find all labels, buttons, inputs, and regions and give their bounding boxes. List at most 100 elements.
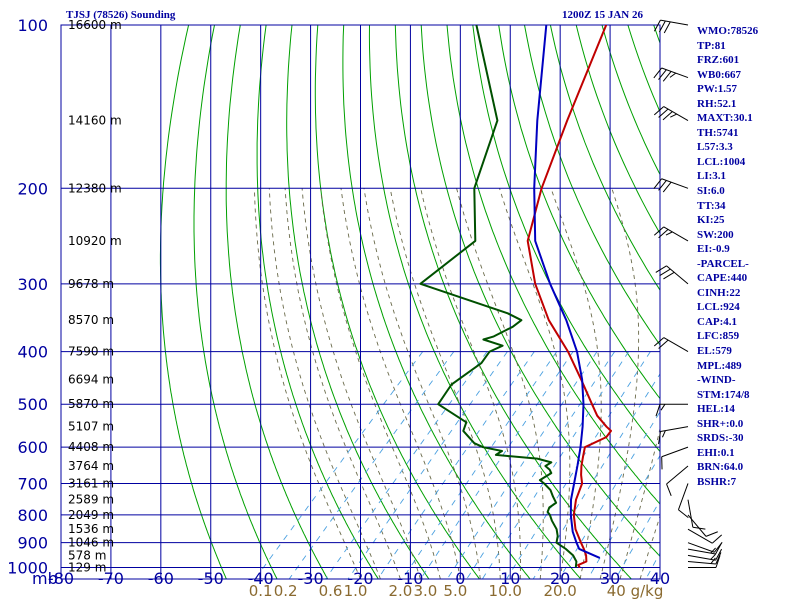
wind-barb: [688, 555, 721, 569]
dry-adiabat-line: [498, 25, 660, 400]
moist-adiabat-line: [499, 188, 571, 579]
wind-barb-flag: [658, 339, 669, 349]
temperature-tick-label: 30: [600, 569, 620, 588]
height-label: 14160 m: [68, 114, 122, 128]
pressure-tick-label: 300: [17, 275, 48, 294]
index-line: KI:25: [697, 214, 725, 227]
wind-barb: [653, 106, 689, 121]
moist-adiabat-line: [389, 188, 501, 579]
wind-barb-flag: [658, 229, 669, 239]
mixing-ratio-label: 3.0: [413, 582, 437, 600]
moist-adiabat-line: [639, 514, 660, 579]
wind-barb: [687, 528, 723, 544]
mixing-ratio-line: [482, 351, 630, 579]
index-line: PW:1.57: [697, 83, 738, 96]
wind-barb-flag: [662, 71, 672, 82]
height-label: 3764 m: [68, 459, 114, 473]
mixing-ratio-line: [615, 499, 660, 579]
height-label: 2049 m: [68, 508, 114, 522]
wind-barb-flag: [710, 547, 716, 554]
wind-barb: [653, 178, 689, 193]
pressure-unit-label: mb: [32, 569, 58, 588]
wind-barb-staff: [687, 499, 694, 528]
mixing-ratio-label: 0.6: [319, 582, 343, 600]
moist-adiabat-line: [550, 188, 602, 579]
sounding-indices-panel: WMO:78526 TP:81 FRZ:601 WB0:667 PW:1.57 RH:52…: [697, 24, 758, 490]
mixing-ratio-label: 1.0: [344, 582, 368, 600]
wind-barb-flag: [710, 553, 716, 560]
temperature-tick-label: -10: [397, 569, 423, 588]
temperature-tick-label: -40: [248, 569, 274, 588]
wind-barb-flag: [653, 178, 663, 189]
index-line: LFC:859: [697, 330, 740, 343]
wind-barb: [653, 19, 689, 34]
dry-adiabat-line: [314, 25, 480, 579]
wind-barb-flag: [710, 557, 716, 564]
index-line: SHR+:0.0: [697, 417, 744, 430]
wind-barb-flag: [705, 531, 718, 537]
wind-barb: [687, 548, 723, 561]
wind-barb: [653, 337, 689, 353]
wind-barb-flag: [669, 72, 677, 78]
index-line: LI:3.1: [697, 170, 727, 183]
mixing-ratio-label: 40 g/kg: [607, 582, 664, 600]
wind-barb: [687, 552, 722, 565]
height-label: 8570 m: [68, 313, 114, 327]
index-line: EI:-0.9: [697, 243, 730, 256]
wind-barb-flag: [658, 69, 667, 80]
wind-barb-flag: [653, 19, 661, 32]
mixing-ratio-lines: [254, 351, 660, 579]
index-line: TT:34: [697, 199, 726, 212]
height-label: 10920 m: [68, 234, 122, 248]
wind-barb-flag: [660, 403, 666, 411]
dry-adiabat-line: [225, 25, 329, 579]
mixing-ratio-labels: 0.1 0.2 0.6 1.0 2.0 3.0 5.0 10.0 20.0 40 g/kg: [249, 582, 664, 600]
height-label: 16600 m: [68, 18, 122, 32]
wind-barb-flag: [663, 21, 671, 34]
pressure-tick-label: 500: [17, 395, 48, 414]
wind-barb-flag: [713, 542, 723, 553]
moist-adiabat-line: [268, 188, 381, 579]
index-line: -WIND-: [697, 374, 736, 387]
pressure-tick-label: 400: [17, 343, 48, 362]
wind-barb-flag: [662, 181, 672, 193]
pressure-tick-label: 700: [17, 474, 48, 493]
height-labels: 16600 m 14160 m 12380 m 10920 m 9678 m 8570 m…: [68, 18, 122, 575]
moist-adiabat-line: [253, 188, 361, 579]
wind-barb-flag: [658, 20, 666, 33]
temperature-tick-label: -80: [48, 569, 74, 588]
pressure-tick-label: 600: [17, 438, 48, 457]
wind-barb: [655, 403, 688, 417]
moist-adiabat-line: [340, 188, 461, 579]
index-line: TP:81: [697, 39, 726, 52]
wind-barb-flag: [653, 106, 665, 116]
moist-adiabat-line: [619, 426, 660, 579]
chart-title: TJSJ (78526) Sounding: [66, 9, 176, 21]
wind-barb: [653, 67, 689, 82]
wind-barb-flag: [715, 555, 721, 568]
temperature-tick-label: -30: [298, 569, 324, 588]
pressure-axis-labels: 100 200 300 400 500 600 700 800 900 1000: [7, 16, 48, 578]
index-line: STM:174/8: [697, 388, 750, 401]
wind-barb: [677, 483, 689, 519]
temperature-profile: [526, 25, 612, 569]
mixing-ratio-line: [347, 351, 508, 579]
index-line: SI:6.0: [697, 185, 725, 198]
mixing-ratio-line: [325, 351, 488, 579]
moist-adiabat-line: [301, 188, 421, 579]
wind-barb-flag: [711, 534, 723, 544]
wind-barb-flag: [653, 337, 665, 347]
height-label: 2589 m: [68, 493, 114, 507]
moist-adiabat-line: [363, 188, 481, 579]
index-line: WB0:667: [697, 68, 741, 81]
wind-barbs: [653, 19, 723, 569]
dry-adiabat-line: [368, 25, 582, 579]
wind-barb-flag: [653, 67, 663, 79]
wind-barb-flag: [666, 483, 672, 496]
wind-barb-flag: [715, 552, 722, 565]
pressure-tick-label: 100: [17, 16, 48, 35]
temperature-tick-label: 0: [455, 569, 465, 588]
index-line: MAXT:30.1: [697, 112, 753, 125]
height-label: 578 m: [68, 548, 106, 562]
